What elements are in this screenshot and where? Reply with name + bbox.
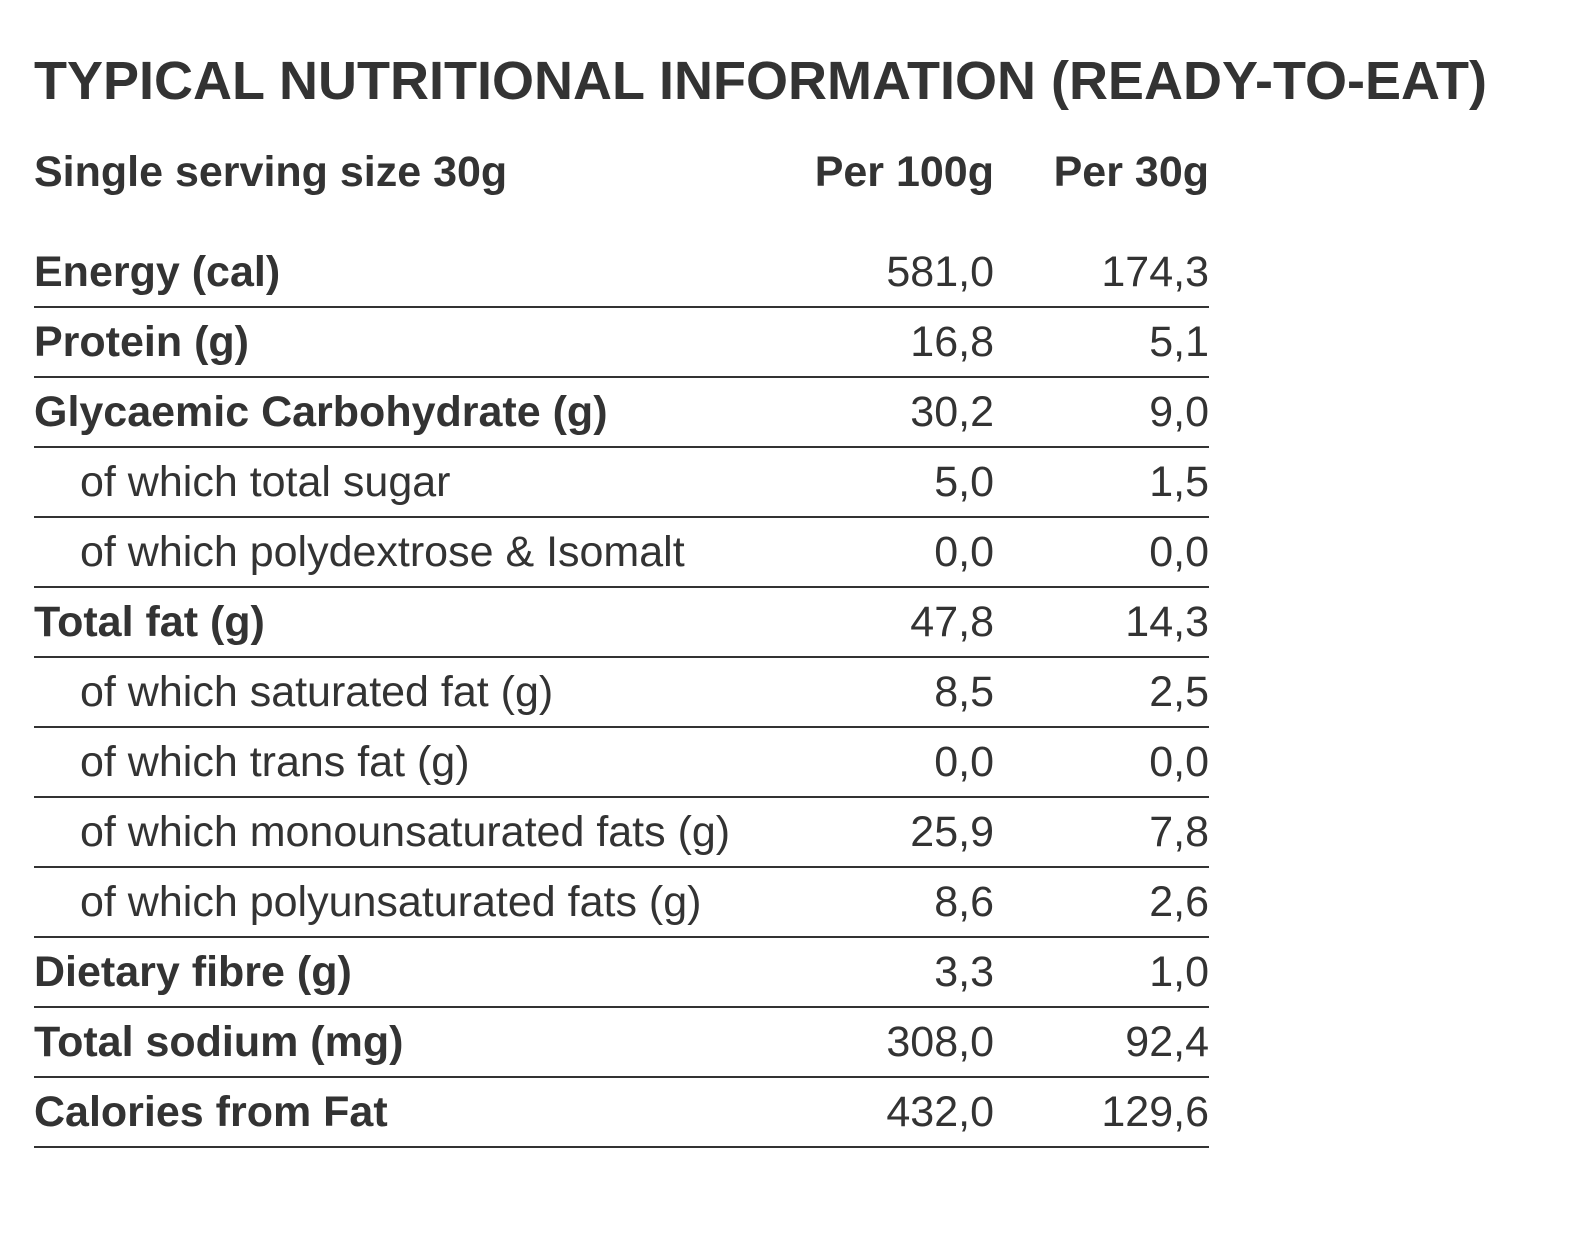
per-100g-value: 47,8 [910, 597, 994, 646]
row-label: of which total sugar [80, 457, 451, 506]
row-label: of which polyunsaturated fats (g) [80, 877, 702, 926]
per-30g-value: 1,5 [1149, 457, 1209, 506]
nutrition-table: Single serving size 30g Per 100g Per 30g… [34, 140, 1209, 1148]
per-100g-value: 308,0 [886, 1017, 994, 1066]
row-label: Energy (cal) [34, 247, 281, 296]
row-label: Dietary fibre (g) [34, 947, 352, 996]
per-100g-value: 432,0 [886, 1087, 994, 1136]
row-dietary-fibre: Dietary fibre (g) 3,3 1,0 [34, 938, 1209, 1008]
row-trans-fat: of which trans fat (g) 0,0 0,0 [34, 728, 1209, 798]
row-label: Glycaemic Carbohydrate (g) [34, 387, 608, 436]
row-total-fat: Total fat (g) 47,8 14,3 [34, 588, 1209, 658]
per-100g-value: 8,6 [934, 877, 994, 926]
per-30g-value: 92,4 [1125, 1017, 1209, 1066]
per-100g-value: 30,2 [910, 387, 994, 436]
per-30g-value: 129,6 [1101, 1087, 1209, 1136]
row-label: of which polydextrose & Isomalt [80, 527, 685, 576]
per-30g-header: Per 30g [1053, 147, 1209, 196]
row-label: of which saturated fat (g) [80, 667, 554, 716]
per-100g-value: 0,0 [934, 527, 994, 576]
serving-size-label: Single serving size 30g [34, 147, 508, 196]
row-polyunsaturated-fats: of which polyunsaturated fats (g) 8,6 2,… [34, 868, 1209, 938]
per-30g-value: 0,0 [1149, 737, 1209, 786]
row-calories-from-fat: Calories from Fat 432,0 129,6 [34, 1078, 1209, 1148]
per-100g-value: 3,3 [934, 947, 994, 996]
row-label: Protein (g) [34, 317, 249, 366]
per-100g-value: 5,0 [934, 457, 994, 506]
row-label: of which trans fat (g) [80, 737, 470, 786]
row-label: of which monounsaturated fats (g) [80, 807, 731, 856]
per-30g-value: 2,6 [1149, 877, 1209, 926]
row-monounsaturated-fats: of which monounsaturated fats (g) 25,9 7… [34, 798, 1209, 868]
per-30g-value: 1,0 [1149, 947, 1209, 996]
per-100g-value: 581,0 [886, 247, 994, 296]
table-header: Single serving size 30g Per 100g Per 30g [34, 140, 1209, 204]
per-30g-value: 2,5 [1149, 667, 1209, 716]
row-total-sodium: Total sodium (mg) 308,0 92,4 [34, 1008, 1209, 1078]
per-30g-value: 0,0 [1149, 527, 1209, 576]
per-100g-value: 16,8 [910, 317, 994, 366]
per-30g-value: 7,8 [1149, 807, 1209, 856]
page-title: TYPICAL NUTRITIONAL INFORMATION (READY-T… [34, 51, 1487, 111]
per-100g-value: 25,9 [910, 807, 994, 856]
row-label: Total fat (g) [34, 597, 265, 646]
per-30g-value: 174,3 [1101, 247, 1209, 296]
per-100g-value: 0,0 [934, 737, 994, 786]
per-30g-value: 9,0 [1149, 387, 1209, 436]
row-total-sugar: of which total sugar 5,0 1,5 [34, 448, 1209, 518]
row-label: Total sodium (mg) [34, 1017, 404, 1066]
row-polydextrose-isomalt: of which polydextrose & Isomalt 0,0 0,0 [34, 518, 1209, 588]
row-saturated-fat: of which saturated fat (g) 8,5 2,5 [34, 658, 1209, 728]
row-protein: Protein (g) 16,8 5,1 [34, 308, 1209, 378]
row-glycaemic-carbohydrate: Glycaemic Carbohydrate (g) 30,2 9,0 [34, 378, 1209, 448]
per-30g-value: 5,1 [1149, 317, 1209, 366]
per-30g-value: 14,3 [1125, 597, 1209, 646]
row-energy: Energy (cal) 581,0 174,3 [34, 238, 1209, 308]
per-100g-value: 8,5 [934, 667, 994, 716]
per-100g-header: Per 100g [814, 147, 994, 196]
row-label: Calories from Fat [34, 1087, 388, 1136]
